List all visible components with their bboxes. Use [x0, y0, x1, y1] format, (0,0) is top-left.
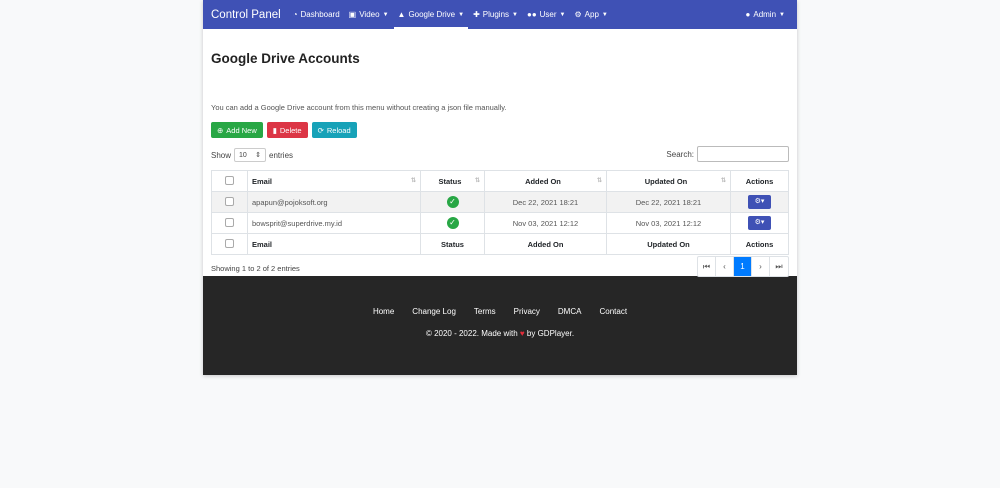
- add-new-button[interactable]: ⊕ Add New: [211, 122, 263, 138]
- footer-actions: Actions: [730, 233, 789, 255]
- footer-updated-on: Updated On: [606, 233, 731, 255]
- footer-email: Email: [247, 233, 421, 255]
- button-label: Add New: [226, 125, 257, 135]
- user-circle-icon: ●: [745, 10, 751, 19]
- heart-icon: ♥: [519, 329, 525, 338]
- sort-icon: ⇅: [596, 177, 602, 184]
- table-row: apapun@pojoksoft.org ✓ Dec 22, 2021 18:2…: [211, 191, 789, 213]
- search-label: Search:: [666, 149, 694, 159]
- table-row: bowsprit@superdrive.my.id ✓ Nov 03, 2021…: [211, 212, 789, 234]
- length-value: 10: [239, 151, 247, 159]
- pagination: ⏮ ‹ 1 › ⏭: [697, 256, 789, 277]
- page-button[interactable]: 1: [734, 257, 752, 276]
- table-info: Showing 1 to 2 of 2 entries: [211, 264, 300, 273]
- footer-link-privacy[interactable]: Privacy: [513, 307, 540, 316]
- puzzle-icon: ✚: [473, 10, 480, 19]
- updated-cell: Nov 03, 2021 12:12: [606, 212, 731, 234]
- page-title: Google Drive Accounts: [211, 51, 360, 66]
- trash-icon: ▮: [272, 125, 277, 135]
- column-updated-on[interactable]: Updated On ⇅: [606, 170, 731, 192]
- prev-page-icon[interactable]: ‹: [716, 257, 734, 276]
- sync-icon: ⟳: [317, 125, 324, 135]
- caret-down-icon: ▼: [458, 11, 465, 18]
- sort-icon: ⇅: [410, 177, 416, 184]
- button-label: Delete: [279, 125, 302, 135]
- button-label: Reload: [326, 125, 351, 135]
- next-page-icon[interactable]: ›: [752, 257, 770, 276]
- added-cell: Dec 22, 2021 18:21: [484, 191, 607, 213]
- caret-down-icon: ▼: [779, 11, 785, 18]
- nav-label: Video: [359, 10, 380, 19]
- footer-added-on: Added On: [484, 233, 607, 255]
- sort-icon: ⇕: [255, 152, 262, 159]
- footer-status: Status: [420, 233, 485, 255]
- actions-dropdown-button[interactable]: ⚙▾: [748, 216, 771, 230]
- navbar: Control Panel ◔ Dashboard ▣ Video ▼ ▲ Google…: [203, 0, 797, 29]
- footer-link-terms[interactable]: Terms: [473, 307, 496, 316]
- nav-label: App: [584, 10, 599, 19]
- nav-admin[interactable]: ● Admin ▼: [746, 0, 785, 29]
- accounts-table: Email ⇅ Status ⇅ Added On ⇅ Updated On ⇅ Act…: [211, 170, 789, 255]
- nav-app[interactable]: ⚙ App ▼: [575, 0, 608, 29]
- footer-link-home[interactable]: Home: [372, 307, 395, 316]
- page-description: You can add a Google Drive account from …: [211, 103, 507, 112]
- search-input[interactable]: [697, 146, 789, 162]
- row-checkbox[interactable]: [225, 217, 234, 227]
- added-cell: Nov 03, 2021 12:12: [484, 212, 607, 234]
- caret-down-icon: ▼: [512, 11, 518, 18]
- check-circle-icon: ✓: [446, 196, 459, 208]
- google-drive-icon: ▲: [397, 10, 406, 19]
- nav-user[interactable]: ●● User ▼: [527, 0, 566, 29]
- sort-icon: ⇅: [720, 177, 726, 184]
- footer-link-contact[interactable]: Contact: [599, 307, 628, 316]
- length-select[interactable]: 10 ⇕: [234, 148, 267, 162]
- updated-cell: Dec 22, 2021 18:21: [606, 191, 731, 213]
- nav-label: Plugins: [482, 10, 510, 19]
- sort-icon: ⇅: [474, 177, 480, 184]
- email-cell: bowsprit@superdrive.my.id: [247, 212, 421, 234]
- column-added-on[interactable]: Added On ⇅: [484, 170, 607, 192]
- footer: Home Change Log Terms Privacy DMCA Conta…: [203, 276, 797, 375]
- caret-down-icon: ▼: [559, 11, 566, 18]
- users-icon: ●●: [526, 10, 537, 19]
- column-status[interactable]: Status ⇅: [420, 170, 485, 192]
- last-page-icon[interactable]: ⏭: [775, 261, 783, 271]
- dashboard-icon: ◔: [292, 10, 298, 19]
- select-all-checkbox[interactable]: [225, 238, 234, 248]
- copyright: © 2020 - 2022. Made with: [425, 329, 518, 338]
- row-checkbox[interactable]: [225, 196, 234, 206]
- gear-icon: ⚙: [574, 10, 582, 19]
- footer-link-changelog[interactable]: Change Log: [412, 307, 456, 316]
- nav-dashboard[interactable]: ◔ Dashboard: [293, 0, 340, 29]
- brand[interactable]: Control Panel: [211, 8, 281, 21]
- nav-google-drive[interactable]: ▲ Google Drive ▼: [393, 0, 468, 29]
- caret-down-icon: ▼: [601, 11, 608, 18]
- nav-label: User: [539, 10, 557, 19]
- footer-link-dmca[interactable]: DMCA: [557, 307, 582, 316]
- show-label: Show: [211, 150, 232, 160]
- first-page-icon[interactable]: ⏮: [698, 257, 716, 276]
- film-icon: ▣: [348, 10, 357, 19]
- check-circle-icon: ✓: [446, 217, 459, 229]
- nav-label: Dashboard: [300, 10, 340, 19]
- main-content: Google Drive Accounts You can add a Goog…: [203, 29, 797, 277]
- actions-dropdown-button[interactable]: ⚙▾: [748, 195, 771, 209]
- delete-button[interactable]: ▮ Delete: [266, 122, 308, 138]
- column-actions: Actions: [730, 170, 789, 192]
- email-cell: apapun@pojoksoft.org: [247, 191, 421, 213]
- caret-down-icon: ▼: [382, 11, 389, 18]
- nav-plugins[interactable]: ✚ Plugins ▼: [473, 0, 518, 29]
- reload-button[interactable]: ⟳ Reload: [311, 122, 357, 138]
- entries-label: entries: [269, 150, 294, 160]
- column-email[interactable]: Email ⇅: [247, 170, 421, 192]
- nav-label: Admin: [753, 10, 777, 19]
- app-window: Control Panel ◔ Dashboard ▣ Video ▼ ▲ Google…: [203, 0, 797, 375]
- nav-video[interactable]: ▣ Video ▼: [349, 0, 389, 29]
- nav-label: Google Drive: [408, 10, 456, 19]
- copyright-by: by GDPlayer.: [526, 329, 575, 338]
- plus-circle-icon: ⊕: [217, 125, 224, 135]
- select-all-checkbox[interactable]: [225, 175, 234, 185]
